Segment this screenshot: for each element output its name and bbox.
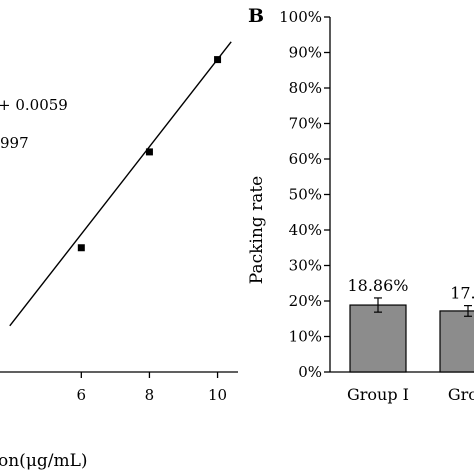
panel-b-y-tick-label: 30%: [289, 257, 322, 275]
panel-a-x-ticks: 6 8 10: [77, 372, 227, 404]
panel-b-y-tick-label: 90%: [289, 44, 322, 62]
panel-a-data-point: [77, 244, 85, 252]
panel-a-data-point: [145, 148, 153, 156]
panel-b-data-label: 18.86%: [347, 276, 408, 295]
panel-b-y-tick-label: 60%: [289, 150, 322, 168]
panel-b-bar: [439, 310, 474, 373]
panel-b-label: B: [248, 5, 264, 27]
panel-b-y-axis-label: Packing rate: [247, 176, 267, 284]
panel-a-x-tick-label: 10: [208, 386, 227, 404]
panel-a-x-axis: 6 8 10: [0, 371, 238, 404]
panel-b: B Packing rate 0% 10% 20% 30% 40% 50% 60% 70% 80…: [247, 5, 474, 404]
panel-a-fit-line: [9, 41, 232, 327]
panel-b-y-tick-label: 80%: [289, 79, 322, 97]
panel-b-marks: 18.86% Group Ⅰ 17.2 Grou: [347, 276, 474, 404]
panel-a-x-tick-label: 8: [145, 386, 155, 404]
panel-a-marks: [9, 41, 232, 327]
panel-b-data-label: 17.2: [450, 284, 474, 303]
panel-a: 6 8 10 + 0.0059 997 on(μg/mL): [0, 41, 238, 471]
panel-a-annotation-r2: 997: [0, 134, 29, 152]
panel-b-y-tick-label: 0%: [298, 363, 322, 381]
panel-b-y-tick-label: 40%: [289, 221, 322, 239]
panel-a-x-tick-label: 6: [77, 386, 87, 404]
panel-b-category-label: Grou: [448, 385, 474, 404]
panel-b-y-tick-label: 50%: [289, 186, 322, 204]
panel-b-y-tick-label: 100%: [279, 8, 322, 26]
panel-b-y-tick-label: 10%: [289, 328, 322, 346]
panel-a-annotation-intercept: + 0.0059: [0, 96, 68, 114]
panel-b-category-label: Group Ⅰ: [347, 385, 409, 404]
panel-b-y-ticks: 0% 10% 20% 30% 40% 50% 60% 70% 80% 90% 100%: [279, 8, 330, 381]
panel-a-data-point: [214, 56, 222, 64]
panel-b-bar: [349, 304, 407, 373]
panel-b-y-tick-label: 20%: [289, 292, 322, 310]
panel-b-y-tick-label: 70%: [289, 115, 322, 133]
panel-a-x-axis-label: on(μg/mL): [0, 451, 88, 471]
